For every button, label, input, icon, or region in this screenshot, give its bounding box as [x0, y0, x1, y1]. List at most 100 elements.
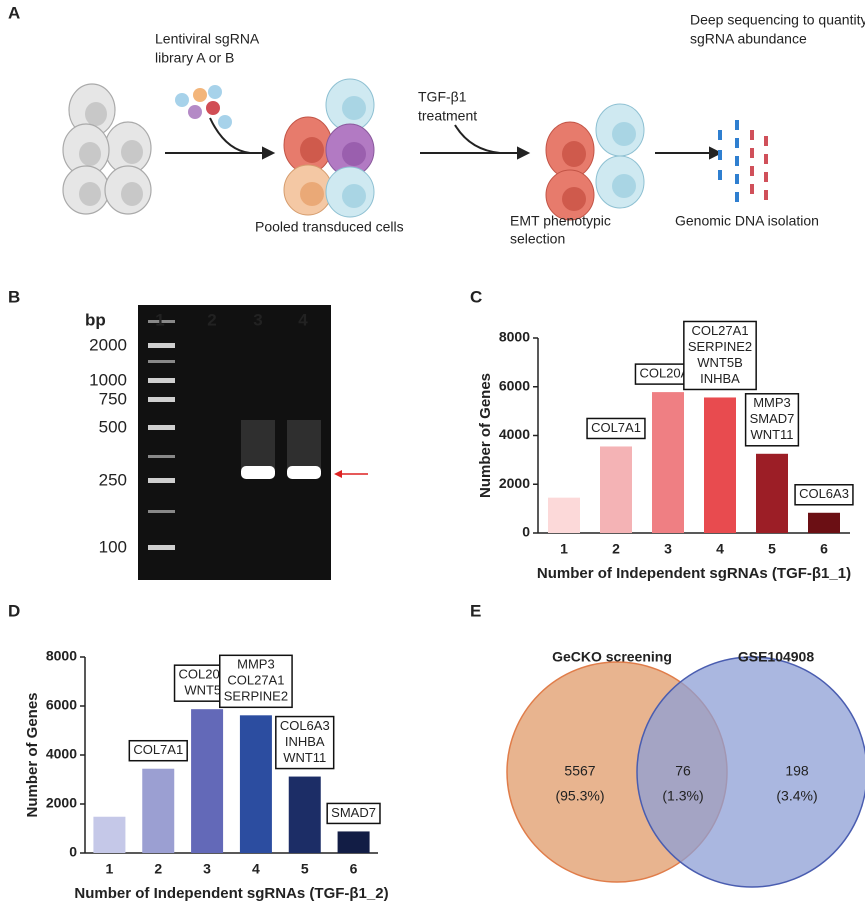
annotation: SERPINE2 — [688, 339, 752, 354]
y-axis-label: Number of Genes — [477, 373, 494, 498]
panel-label: E — [470, 601, 481, 620]
caption: library A or B — [155, 50, 234, 66]
annotation: COL27A1 — [691, 323, 748, 338]
bar — [288, 776, 321, 853]
annotation: MMP3 — [237, 657, 275, 672]
x-axis-label: Number of Independent sgRNAs (TGF-β1_2) — [74, 885, 388, 902]
x-tick-label: 2 — [154, 861, 162, 877]
x-tick-label: 6 — [820, 541, 828, 557]
bar — [756, 453, 788, 533]
annotation-box — [219, 654, 293, 709]
y-tick-label: 2000 — [499, 475, 530, 491]
caption: Genomic DNA isolation — [675, 213, 819, 229]
annotation: WNT11 — [750, 427, 793, 442]
y-tick-label: 8000 — [46, 648, 77, 664]
x-tick-label: 1 — [106, 861, 114, 877]
count: 76 — [675, 763, 691, 779]
annotation: INHBA — [700, 371, 740, 386]
annotation: COL7A1 — [133, 742, 183, 757]
annotation-box — [794, 484, 854, 506]
x-tick-label: 3 — [203, 861, 211, 877]
bar — [93, 816, 126, 853]
annotation-box — [744, 393, 800, 447]
bar — [239, 715, 272, 853]
annotation-box — [326, 802, 381, 825]
x-tick-label: 2 — [612, 541, 620, 557]
count: 198 — [785, 763, 809, 779]
y-tick-label: 4000 — [499, 426, 530, 442]
x-axis-label: Number of Independent sgRNAs (TGF-β1_1) — [537, 565, 851, 582]
caption: Pooled transduced cells — [255, 219, 404, 235]
size-label: 1000 — [89, 370, 127, 389]
y-tick-label: 0 — [522, 524, 530, 540]
y-tick-label: 6000 — [499, 377, 530, 393]
percent: (1.3%) — [662, 788, 703, 804]
annotation: SMAD7 — [750, 411, 795, 426]
reads — [718, 120, 768, 202]
annotation: WNT5B — [184, 683, 230, 698]
panel-label: A — [8, 3, 20, 22]
bar — [191, 709, 224, 853]
caption: TGF-β1 — [418, 89, 467, 105]
annotation: WNT11 — [283, 750, 326, 765]
annotation: COL27A1 — [227, 673, 284, 688]
x-tick-label: 3 — [664, 541, 672, 557]
annotation-box — [275, 715, 335, 770]
venn — [506, 656, 865, 888]
x-tick-label: 5 — [301, 861, 309, 877]
lane-label: 4 — [298, 310, 308, 329]
size-label: 2000 — [89, 335, 127, 354]
y-tick-label: 2000 — [46, 795, 77, 811]
annotation: SERPINE2 — [224, 689, 288, 704]
set-label: GSE104908 — [738, 649, 814, 665]
bar — [652, 392, 684, 533]
percent: (95.3%) — [555, 788, 604, 804]
x-tick-label: 4 — [716, 541, 724, 557]
annotation-box — [683, 320, 757, 391]
bar — [337, 831, 370, 853]
bar — [600, 446, 632, 533]
size-label: 100 — [99, 537, 127, 556]
annotation-box — [128, 739, 188, 762]
bar — [808, 512, 840, 533]
annotation: COL6A3 — [799, 486, 849, 501]
size-label: 750 — [99, 389, 127, 408]
bar — [704, 397, 736, 533]
x-tick-label: 6 — [350, 861, 358, 877]
arrows — [165, 117, 723, 160]
y-tick-label: 0 — [69, 844, 77, 860]
annotation: COL20A1 — [639, 366, 696, 381]
x-tick-label: 1 — [560, 541, 568, 557]
size-label: 500 — [99, 417, 127, 436]
arrow — [334, 470, 368, 478]
y-tick-label: 6000 — [46, 697, 77, 713]
panel-label: B — [8, 287, 20, 306]
annotation: COL7A1 — [591, 420, 641, 435]
caption: selection — [510, 231, 565, 247]
caption: treatment — [418, 108, 477, 124]
lane-label: 3 — [253, 310, 262, 329]
cells — [62, 78, 645, 221]
lane-label: 1 — [155, 310, 164, 329]
panel-label: D — [8, 601, 20, 620]
size-label: 250 — [99, 470, 127, 489]
annotation: WNT5B — [697, 355, 743, 370]
y-axis-label: Number of Genes — [24, 692, 41, 817]
y-tick-label: 4000 — [46, 746, 77, 762]
count: 5567 — [564, 763, 595, 779]
annotation: COL6A3 — [280, 718, 330, 733]
caption: Deep sequencing to quantity — [690, 12, 865, 28]
x-tick-label: 5 — [768, 541, 776, 557]
annotation: INHBA — [285, 734, 325, 749]
caption: EMT phenotypic — [510, 213, 611, 229]
y-tick-label: 8000 — [499, 329, 530, 345]
panel-label: C — [470, 287, 482, 306]
annotation: MMP3 — [753, 395, 791, 410]
x-tick-label: 4 — [252, 861, 260, 877]
gel-bands — [148, 320, 321, 550]
annotation: SMAD7 — [331, 805, 376, 820]
set-label: GeCKO screening — [552, 649, 672, 665]
annotation-box — [586, 417, 646, 440]
bar — [142, 768, 175, 853]
